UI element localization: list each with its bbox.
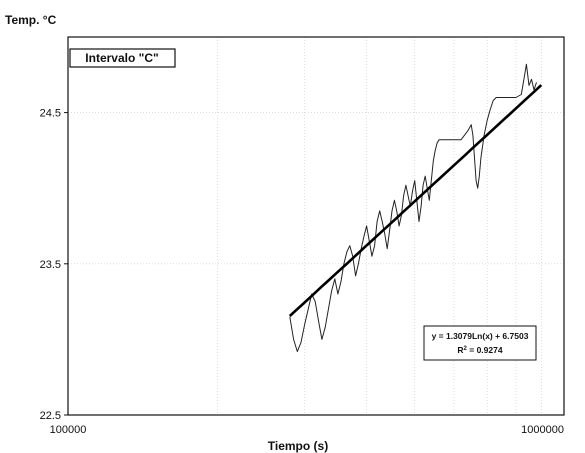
y-axis-label: Temp. °C [5, 13, 57, 27]
equation-box-frame [423, 325, 537, 361]
legend-box-frame [69, 48, 176, 68]
legend-box: Intervalo "C" [69, 48, 176, 68]
y-tick-label: 24.5 [40, 108, 61, 120]
y-tick-label: 22.5 [40, 410, 61, 422]
trendline [288, 84, 543, 317]
legend-box-text: Intervalo "C" [85, 51, 158, 65]
x-tick-label: 100000 [50, 424, 87, 436]
r-squared-value: = 0.9274 [467, 345, 503, 355]
series-layer [289, 63, 537, 352]
r-squared-superscript: 2 [464, 346, 468, 352]
trendline-layer [288, 84, 543, 317]
trendline-equation: y = 1.3079Ln(x) + 6.7503 [432, 331, 529, 341]
r-squared-label: R2 = 0.9274 [457, 345, 502, 355]
plot-area-border [67, 36, 565, 416]
y-tick-label: 23.5 [40, 259, 61, 271]
r-squared-symbol: R [457, 345, 463, 355]
equation-box: y = 1.3079Ln(x) + 6.7503 R2 = 0.9274 [423, 325, 537, 361]
series-line [289, 63, 537, 352]
x-axis-label: Tiempo (s) [268, 439, 328, 453]
x-tick-label: 1000000 [521, 424, 564, 436]
x-tick-labels: 100000 1000000 [50, 424, 564, 436]
y-tick-labels: 22.5 23.5 24.5 [40, 108, 68, 422]
